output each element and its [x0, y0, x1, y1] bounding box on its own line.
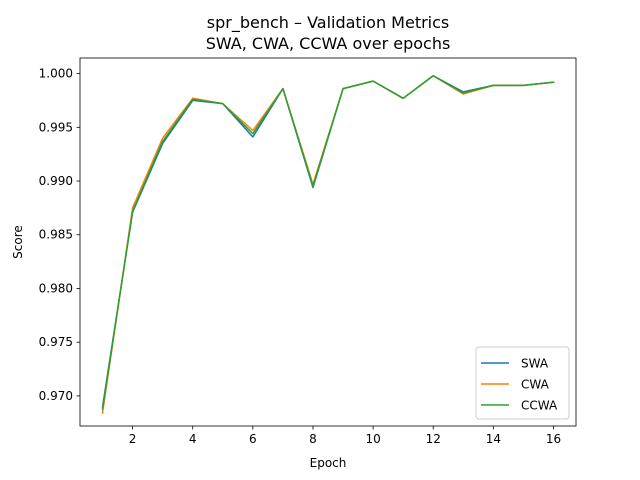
legend-label-swa: SWA [521, 357, 549, 371]
plot-area [101, 74, 555, 414]
x-tick-label: 2 [129, 432, 137, 446]
chart-title-line2: SWA, CWA, CCWA over epochs [206, 34, 451, 53]
x-tick-label: 4 [189, 432, 197, 446]
x-tick-label: 14 [486, 432, 501, 446]
legend: SWA CWA CCWA [475, 346, 570, 420]
legend-frame [475, 346, 570, 420]
plot-frame [79, 57, 577, 427]
legend-label-ccwa: CCWA [521, 399, 558, 413]
chart-title-line1: spr_bench – Validation Metrics [207, 13, 450, 33]
y-tick-label: 0.970 [39, 389, 73, 403]
y-tick-label: 0.980 [39, 281, 73, 295]
x-tick-label: 6 [249, 432, 257, 446]
x-axis-label: Epoch [310, 456, 347, 470]
x-tick-label: 8 [309, 432, 317, 446]
y-tick-label: 0.975 [39, 335, 73, 349]
x-tick-label: 12 [426, 432, 441, 446]
y-tick-label: 1.000 [39, 67, 73, 81]
y-tick-label: 0.995 [39, 120, 73, 134]
y-axis-label: Score [11, 225, 25, 259]
y-tick-label: 0.985 [39, 228, 73, 242]
y-tick-label: 0.990 [39, 174, 73, 188]
x-tick-label: 16 [546, 432, 561, 446]
series-line-ccwa [101, 74, 555, 410]
legend-label-cwa: CWA [521, 378, 550, 392]
x-tick-label: 10 [365, 432, 380, 446]
